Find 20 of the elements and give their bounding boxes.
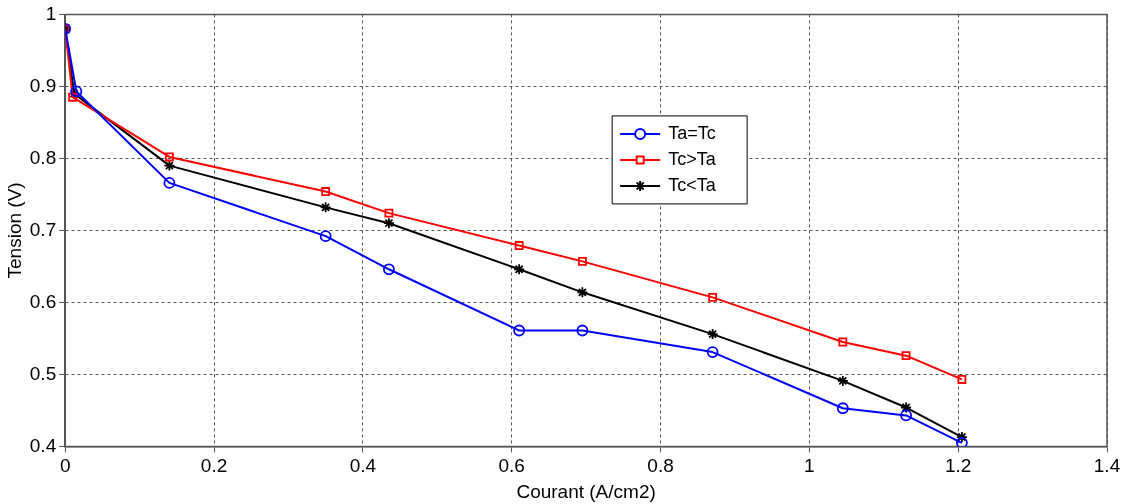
y-tick-label: 0.7 xyxy=(29,218,57,240)
x-tick-label: 1.4 xyxy=(1093,455,1121,477)
y-tick-label: 0.9 xyxy=(29,74,57,96)
legend-label: Tc>Ta xyxy=(668,148,717,169)
x-tick-label: 0.2 xyxy=(200,455,228,477)
y-tick-label: 0.4 xyxy=(29,434,57,456)
y-tick-label: 1 xyxy=(45,2,57,24)
y-tick-label: 0.5 xyxy=(29,362,57,384)
y-tick-label: 0.6 xyxy=(29,290,57,312)
x-tick-label: 0 xyxy=(59,455,71,477)
x-tick-label: 0.6 xyxy=(498,455,525,477)
x-tick-label: 0.4 xyxy=(349,455,377,477)
y-tick-label: 0.8 xyxy=(29,146,57,168)
y-axis-title: Tension (V) xyxy=(3,182,25,279)
x-tick-label: 1 xyxy=(804,455,815,477)
legend-label: Tc<Ta xyxy=(668,174,717,195)
x-tick-label: 1.2 xyxy=(944,455,972,477)
x-axis-title: Courant (A/cm2) xyxy=(516,480,656,502)
x-tick-label: 0.8 xyxy=(647,455,674,477)
legend-label: Ta=Tc xyxy=(668,122,716,143)
